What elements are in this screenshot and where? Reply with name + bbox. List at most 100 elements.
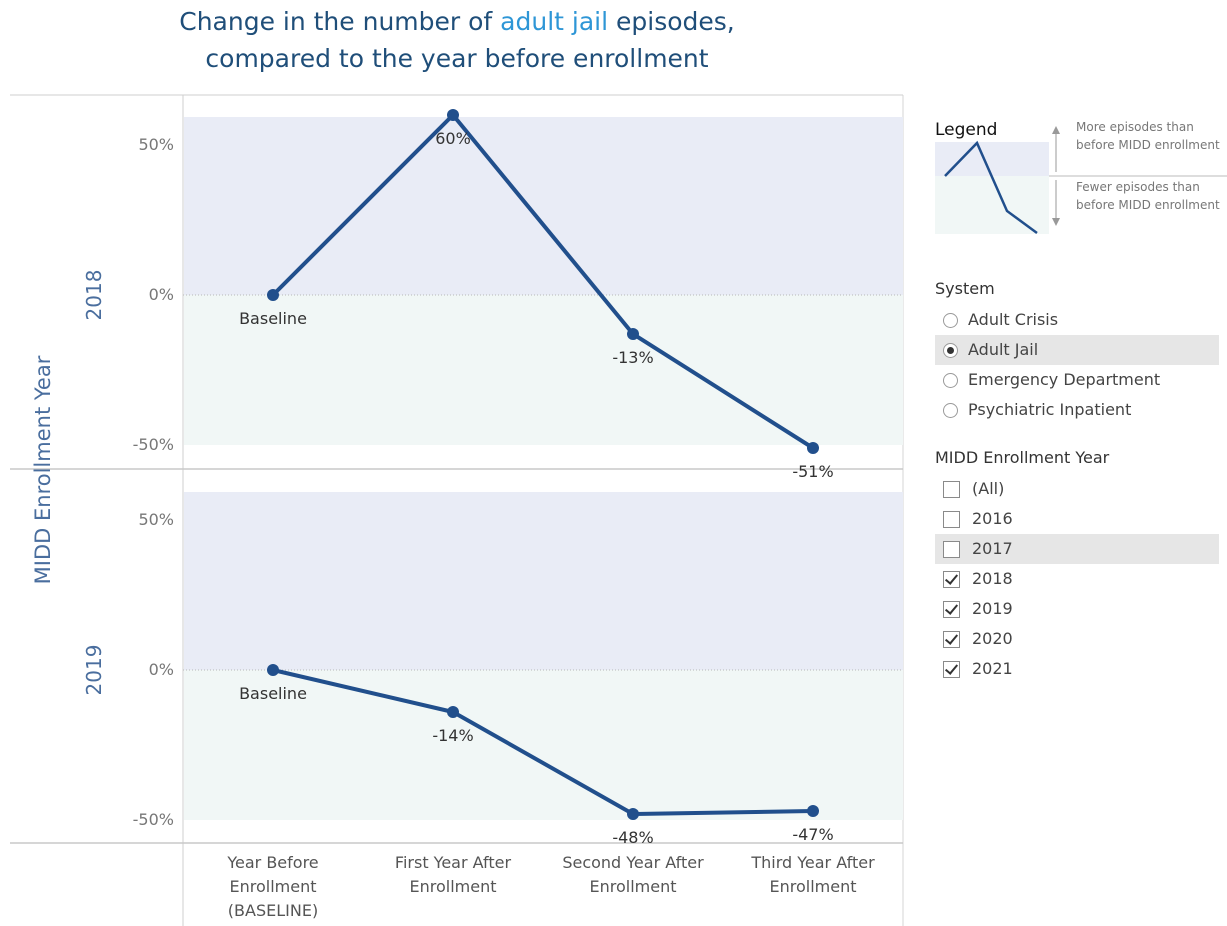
system-option-label: Adult Jail <box>968 340 1039 359</box>
year-option-label: 2021 <box>972 659 1013 678</box>
checkbox[interactable] <box>943 570 960 588</box>
x-tick-label-line: Year Before <box>226 853 318 872</box>
x-tick-label-line: Second Year After <box>562 853 704 872</box>
enrollment-year-filter-title: MIDD Enrollment Year <box>935 448 1110 467</box>
y-tick-label: 0% <box>149 285 174 304</box>
year-option[interactable]: 2018 <box>935 564 1219 594</box>
data-label: -48% <box>612 828 653 847</box>
year-option-label: 2017 <box>972 539 1013 558</box>
checkbox[interactable] <box>943 600 960 618</box>
year-option-label: 2019 <box>972 599 1013 618</box>
data-point[interactable] <box>627 328 639 340</box>
data-label: -14% <box>432 726 473 745</box>
system-filter: System Adult Crisis Adult Jail Emergency D… <box>935 278 1227 425</box>
sidebar: Legend More episodes than before MIDD en… <box>935 110 1227 684</box>
legend-down-arrowhead <box>1052 218 1060 226</box>
system-option-label: Psychiatric Inpatient <box>968 400 1132 419</box>
x-tick-label: Year Before Enrollment (BASELINE) <box>226 853 318 920</box>
year-option-label: (All) <box>972 479 1005 498</box>
checkbox[interactable] <box>943 660 960 678</box>
y-tick-label: 0% <box>149 660 174 679</box>
enrollment-year-options: (All) 2016 2017 2018 2019 2020 2021 <box>935 474 1227 684</box>
y-tick-label: 50% <box>138 510 174 529</box>
year-option[interactable]: 2017 <box>935 534 1219 564</box>
x-tick-label: First Year After Enrollment <box>395 853 512 896</box>
data-label: 60% <box>435 129 471 148</box>
positive-band <box>184 492 903 670</box>
x-tick-label-line: Third Year After <box>750 853 875 872</box>
year-option[interactable]: 2019 <box>935 594 1219 624</box>
series-line <box>271 113 815 450</box>
x-tick-label-line: First Year After <box>395 853 512 872</box>
positive-band <box>184 117 903 295</box>
legend-lower-note: Fewer episodes than before MIDD enrollme… <box>1076 180 1220 212</box>
system-option[interactable]: Adult Jail <box>935 335 1219 365</box>
data-point[interactable] <box>807 442 819 454</box>
y-tick-label: -50% <box>133 810 174 829</box>
x-tick-label-line: Enrollment <box>770 877 857 896</box>
row-axis-title: MIDD Enrollment Year <box>31 355 55 584</box>
legend-graphic <box>935 126 1227 235</box>
legend-up-arrowhead <box>1052 126 1060 134</box>
data-label: Baseline <box>239 309 307 328</box>
checkbox[interactable] <box>943 630 960 648</box>
x-tick-label: Second Year After Enrollment <box>562 853 704 896</box>
data-point[interactable] <box>447 109 459 121</box>
title-line-1: Change in the number of adult jail episo… <box>0 3 914 40</box>
system-option[interactable]: Psychiatric Inpatient <box>935 395 1219 425</box>
x-tick-label-line: Enrollment <box>410 877 497 896</box>
checkbox[interactable] <box>943 510 960 528</box>
system-option[interactable]: Adult Crisis <box>935 305 1219 335</box>
legend-title: Legend <box>935 120 998 140</box>
x-tick-label: Third Year After Enrollment <box>750 853 875 896</box>
row-label: 2019 <box>82 645 106 696</box>
checkbox[interactable] <box>943 540 960 558</box>
title-line-2: compared to the year before enrollment <box>205 44 709 73</box>
title-text-2: episodes, <box>608 7 735 36</box>
system-option-label: Adult Crisis <box>968 310 1059 329</box>
data-label: -51% <box>792 462 833 481</box>
legend-upper-band <box>935 142 1049 176</box>
series-line <box>272 668 814 816</box>
data-label: Baseline <box>239 684 307 703</box>
year-option[interactable]: 2016 <box>935 504 1219 534</box>
year-option-label: 2020 <box>972 629 1013 648</box>
year-option-label: 2018 <box>972 569 1013 588</box>
x-tick-label-line: Enrollment <box>230 877 317 896</box>
year-option[interactable]: 2020 <box>935 624 1219 654</box>
legend-sample-line <box>944 140 1038 235</box>
data-point[interactable] <box>447 706 459 718</box>
data-point[interactable] <box>267 289 279 301</box>
radio-button[interactable] <box>943 402 958 418</box>
data-label: -13% <box>612 348 653 367</box>
enrollment-year-filter: MIDD Enrollment Year (All) 2016 2017 2018 20… <box>935 447 1227 684</box>
radio-button[interactable] <box>943 312 958 328</box>
data-point[interactable] <box>267 664 279 676</box>
x-tick-label-line: Enrollment <box>590 877 677 896</box>
y-tick-label: -50% <box>133 435 174 454</box>
system-options: Adult Crisis Adult Jail Emergency Departme… <box>935 305 1227 425</box>
x-tick-label-line: (BASELINE) <box>228 901 318 920</box>
system-option-label: Emergency Department <box>968 370 1161 389</box>
negative-band <box>184 670 903 820</box>
y-tick-label: 50% <box>138 135 174 154</box>
legend: Legend More episodes than before MIDD en… <box>935 110 1227 260</box>
legend-upper-note: More episodes than before MIDD enrollmen… <box>1076 120 1220 152</box>
data-label: -47% <box>792 825 833 844</box>
radio-button[interactable] <box>943 372 958 388</box>
year-option-label: 2016 <box>972 509 1013 528</box>
checkbox[interactable] <box>943 480 960 498</box>
row-label: 2018 <box>82 270 106 321</box>
radio-button[interactable] <box>943 342 958 358</box>
data-point[interactable] <box>627 808 639 820</box>
system-option[interactable]: Emergency Department <box>935 365 1219 395</box>
legend-lower-band <box>935 176 1049 234</box>
year-option[interactable]: 2021 <box>935 654 1219 684</box>
title-highlight: adult jail <box>500 7 609 36</box>
line-chart: MIDD Enrollment Year 50% 0% -50% 2018 Baselin… <box>10 94 904 926</box>
year-option[interactable]: (All) <box>935 474 1219 504</box>
negative-band <box>184 295 903 445</box>
title-text-1: Change in the number of <box>179 7 501 36</box>
data-point[interactable] <box>807 805 819 817</box>
system-filter-title: System <box>935 279 995 298</box>
